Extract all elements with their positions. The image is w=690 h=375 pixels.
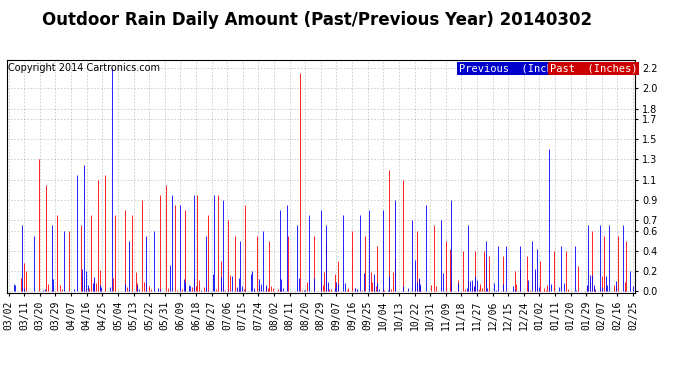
Text: Past  (Inches): Past (Inches) [550,63,638,74]
Text: Outdoor Rain Daily Amount (Past/Previous Year) 20140302: Outdoor Rain Daily Amount (Past/Previous… [42,11,593,29]
Text: Copyright 2014 Cartronics.com: Copyright 2014 Cartronics.com [8,63,159,74]
Text: Previous  (Inches): Previous (Inches) [459,63,571,74]
